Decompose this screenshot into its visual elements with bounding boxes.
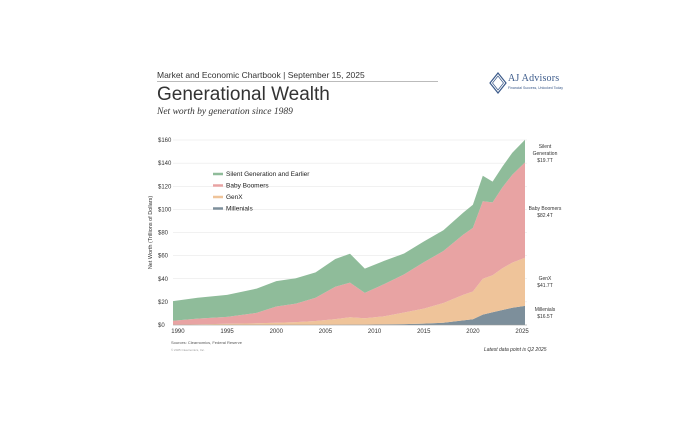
genx-end-label: GenX bbox=[539, 276, 552, 282]
chart-title: Generational Wealth bbox=[157, 84, 330, 105]
y-axis-label: Net Worth (Trillions of Dollars) bbox=[148, 196, 154, 270]
series-end-labels: Millenials$16.5T GenX$41.7T Baby Boomers$8… bbox=[529, 144, 562, 320]
logo-tagline: Financial Success, Unlocked Today bbox=[508, 86, 563, 90]
latest-data-note: Latest data point is Q2 2025 bbox=[484, 347, 547, 353]
sources-note: Sources: Clearnomics, Federal Reserve bbox=[171, 340, 242, 345]
y-tick-label: $60 bbox=[158, 254, 169, 260]
chartbook-kicker: Market and Economic Chartbook | Septembe… bbox=[157, 70, 365, 80]
silent-generation-and-earlier-end-label: Silent bbox=[539, 144, 552, 150]
legend-entry: GenX bbox=[226, 194, 243, 201]
baby-boomers-end-label: Baby Boomers bbox=[529, 206, 562, 212]
legend-entry: Baby Boomers bbox=[226, 183, 269, 190]
header-divider bbox=[157, 81, 438, 82]
millenials-area bbox=[173, 305, 525, 325]
silent-generation-and-earlier-end-label: $19.7T bbox=[537, 158, 553, 164]
x-tick-label: 1990 bbox=[171, 329, 185, 335]
legend: Silent Generation and Earlier Baby Boomer… bbox=[213, 171, 310, 213]
logo-wordmark: AJ Advisors bbox=[508, 73, 560, 84]
silent-generation-and-earlier-area bbox=[173, 139, 525, 321]
axes: $0 $20 $40 $60 $80 $100 $120 $140 $160 1990 1995 20… bbox=[148, 138, 529, 335]
series-areas bbox=[173, 139, 525, 325]
baby-boomers-area bbox=[173, 162, 525, 325]
y-tick-label: $20 bbox=[158, 300, 169, 306]
x-tick-label: 2015 bbox=[417, 329, 431, 335]
baby-boomers-end-label: $82.4T bbox=[537, 213, 553, 219]
y-tick-label: $80 bbox=[158, 231, 169, 237]
y-tick-label: $40 bbox=[158, 277, 169, 283]
millenials-end-label: Millenials bbox=[535, 307, 556, 313]
y-tick-label: $160 bbox=[158, 138, 172, 144]
x-tick-label: 2010 bbox=[368, 329, 382, 335]
aj-advisors-logo bbox=[489, 72, 507, 94]
legend-entry: Millenials bbox=[226, 206, 253, 213]
y-tick-label: $140 bbox=[158, 161, 172, 167]
x-tick-label: 2000 bbox=[270, 329, 284, 335]
x-tick-label: 2025 bbox=[515, 329, 529, 335]
legend-entry: Silent Generation and Earlier bbox=[226, 171, 310, 178]
millenials-end-label: $16.5T bbox=[537, 314, 553, 320]
y-tick-label: $0 bbox=[158, 323, 165, 329]
x-tick-label: 2005 bbox=[319, 329, 333, 335]
genx-area bbox=[173, 257, 525, 325]
y-tick-label: $100 bbox=[158, 207, 172, 213]
chart-subtitle: Net worth by generation since 1989 bbox=[157, 107, 293, 117]
copyright-note: © 2025 Clearnomics, Inc. bbox=[171, 348, 205, 352]
x-tick-label: 1995 bbox=[220, 329, 234, 335]
y-tick-label: $120 bbox=[158, 184, 172, 190]
silent-generation-and-earlier-end-label: Generation bbox=[533, 151, 558, 157]
x-tick-label: 2020 bbox=[466, 329, 480, 335]
genx-end-label: $41.7T bbox=[537, 283, 553, 289]
